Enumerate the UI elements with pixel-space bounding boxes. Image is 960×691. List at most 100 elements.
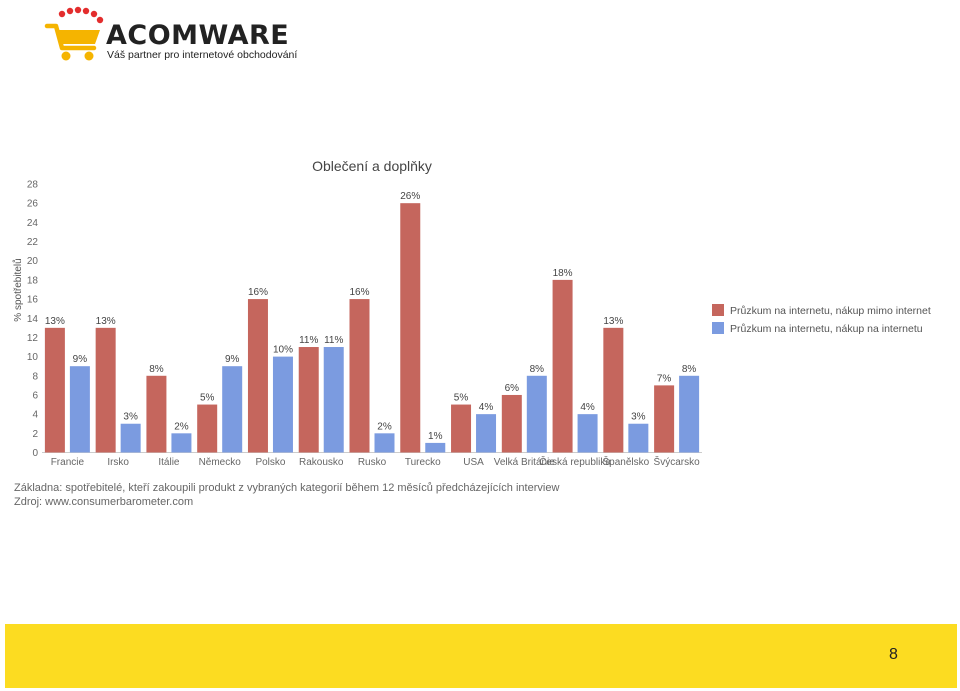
logo-dot bbox=[90, 10, 98, 18]
data-label: 16% bbox=[248, 287, 268, 298]
logo-dot bbox=[66, 7, 74, 15]
y-tick-label: 10 bbox=[27, 352, 39, 363]
cart-basket bbox=[57, 30, 100, 44]
x-category-label: Česká republika bbox=[539, 455, 611, 468]
x-category-label: Irsko bbox=[107, 457, 129, 468]
y-tick-label: 14 bbox=[27, 314, 39, 325]
x-category-label: Švýcarsko bbox=[654, 455, 701, 468]
data-label: 8% bbox=[682, 364, 697, 375]
bar-online bbox=[120, 423, 141, 453]
footer-band: 8 bbox=[5, 624, 957, 688]
bar-online bbox=[628, 423, 649, 453]
data-label: 8% bbox=[149, 364, 164, 375]
data-label: 7% bbox=[657, 373, 672, 384]
data-label: 2% bbox=[377, 421, 392, 432]
x-category-label: Španělsko bbox=[602, 455, 649, 468]
x-category-label: Velká Británie bbox=[494, 457, 556, 468]
bar-offline bbox=[552, 279, 573, 453]
data-label: 4% bbox=[580, 402, 595, 413]
x-category-label: Itálie bbox=[158, 457, 180, 468]
bar-offline bbox=[400, 203, 421, 453]
x-category-label: Turecko bbox=[405, 457, 441, 468]
y-tick-label: 16 bbox=[27, 295, 39, 306]
x-category-label: USA bbox=[463, 457, 484, 468]
data-label: 13% bbox=[603, 316, 623, 327]
bar-online bbox=[69, 366, 90, 453]
data-label: 10% bbox=[273, 345, 293, 356]
data-label: 3% bbox=[631, 412, 646, 423]
bar-online bbox=[171, 433, 192, 453]
y-axis-label: % spotřebitelů bbox=[12, 258, 24, 321]
data-label: 3% bbox=[123, 412, 138, 423]
y-tick-label: 22 bbox=[27, 237, 39, 248]
bar-offline bbox=[95, 327, 116, 453]
bar-online bbox=[425, 442, 446, 453]
x-category-label: Rusko bbox=[358, 457, 387, 468]
data-label: 9% bbox=[225, 354, 240, 365]
data-label: 5% bbox=[200, 393, 215, 404]
bar-online bbox=[323, 347, 344, 453]
bar-offline bbox=[197, 404, 218, 453]
bar-offline bbox=[451, 404, 472, 453]
data-label: 6% bbox=[505, 383, 520, 394]
bar-offline bbox=[501, 394, 522, 453]
x-category-label: Polsko bbox=[255, 457, 285, 468]
bar-offline bbox=[247, 299, 268, 453]
bar-online bbox=[526, 375, 547, 453]
y-tick-label: 26 bbox=[27, 199, 39, 210]
y-tick-label: 24 bbox=[27, 218, 39, 229]
bar-offline bbox=[146, 375, 167, 453]
data-label: 8% bbox=[530, 364, 545, 375]
cart-wheel bbox=[84, 51, 94, 61]
data-label: 26% bbox=[400, 191, 420, 202]
bar-online bbox=[222, 366, 243, 453]
cart-wheel bbox=[61, 51, 71, 61]
data-label: 5% bbox=[454, 393, 469, 404]
bar-offline bbox=[654, 385, 675, 453]
bar-chart: Oblečení a doplňky% spotřebitelů02468101… bbox=[12, 158, 931, 468]
data-label: 16% bbox=[349, 287, 369, 298]
bar-offline bbox=[349, 299, 370, 453]
data-label: 13% bbox=[45, 316, 65, 327]
x-category-label: Francie bbox=[51, 457, 85, 468]
bar-online bbox=[476, 414, 497, 453]
page-number: 8 bbox=[889, 646, 898, 663]
logo-brand: ACOMWARE bbox=[106, 20, 290, 51]
logo-tagline: Váš partner pro internetové obchodování bbox=[107, 49, 298, 61]
data-label: 11% bbox=[299, 335, 318, 346]
chart-source-note: Zdroj: www.consumerbarometer.com bbox=[14, 496, 194, 508]
y-tick-label: 12 bbox=[27, 333, 39, 344]
chart-basis-note: Základna: spotřebitelé, kteří zakoupili … bbox=[14, 482, 560, 494]
logo-dot bbox=[96, 16, 104, 24]
y-tick-label: 18 bbox=[27, 275, 39, 286]
data-label: 4% bbox=[479, 402, 494, 413]
chart-title: Oblečení a doplňky bbox=[312, 158, 432, 174]
bar-online bbox=[374, 433, 395, 453]
cart-body bbox=[44, 23, 97, 51]
bar-online bbox=[272, 356, 293, 453]
y-tick-label: 0 bbox=[32, 448, 38, 459]
data-label: 1% bbox=[428, 431, 443, 442]
legend-swatch bbox=[712, 304, 724, 316]
legend-label: Průzkum na internetu, nákup na internetu bbox=[730, 323, 923, 335]
data-label: 11% bbox=[324, 335, 343, 346]
y-tick-label: 4 bbox=[32, 410, 38, 421]
bar-offline bbox=[298, 347, 319, 453]
y-tick-label: 28 bbox=[27, 180, 39, 191]
bar-online bbox=[577, 414, 598, 453]
bar-offline bbox=[603, 327, 624, 453]
y-tick-label: 2 bbox=[32, 429, 38, 440]
data-label: 9% bbox=[73, 354, 88, 365]
logo-dot bbox=[58, 10, 66, 18]
data-label: 2% bbox=[174, 421, 189, 432]
x-category-label: Německo bbox=[199, 457, 242, 468]
data-label: 13% bbox=[96, 316, 116, 327]
y-tick-label: 8 bbox=[32, 371, 38, 382]
y-tick-label: 6 bbox=[32, 390, 38, 401]
y-tick-label: 20 bbox=[27, 256, 39, 267]
bar-offline bbox=[44, 327, 65, 453]
legend-label: Průzkum na internetu, nákup mimo interne… bbox=[730, 305, 931, 317]
legend-swatch bbox=[712, 322, 724, 334]
data-label: 18% bbox=[553, 268, 573, 279]
x-category-label: Rakousko bbox=[299, 457, 344, 468]
